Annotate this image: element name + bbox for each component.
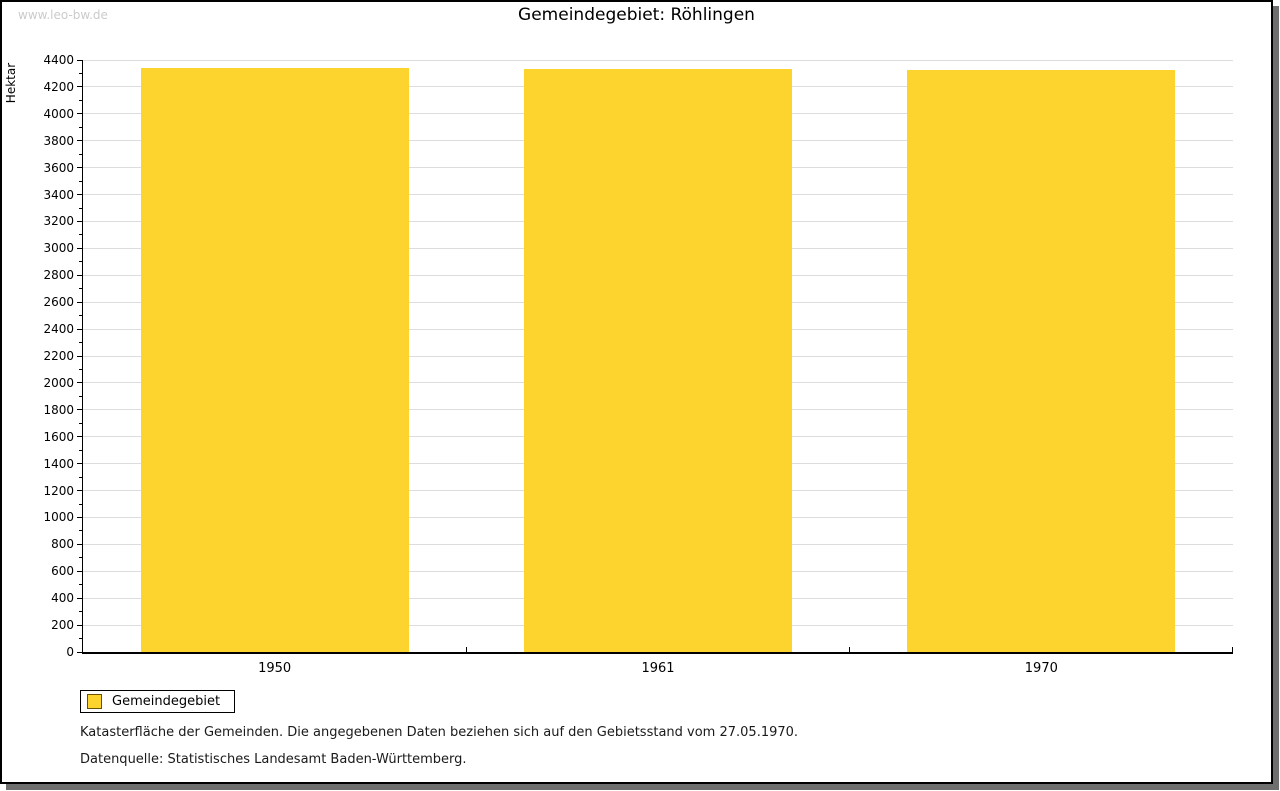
y-major-tick — [77, 194, 82, 196]
y-major-tick — [77, 247, 82, 249]
y-minor-tick — [79, 315, 82, 317]
y-major-tick — [77, 86, 82, 88]
y-tick-label: 2800 — [43, 268, 74, 283]
y-major-tick — [77, 328, 82, 330]
y-tick-label: 3600 — [43, 160, 74, 175]
y-axis-title: Hektar — [4, 62, 18, 104]
y-minor-tick — [79, 503, 82, 505]
y-tick-label: 0 — [66, 645, 74, 659]
y-minor-tick — [79, 261, 82, 263]
legend-swatch-icon — [87, 694, 102, 709]
y-tick-label: 1400 — [43, 456, 74, 471]
y-tick-label: 3000 — [43, 241, 74, 256]
y-tick-label: 1200 — [43, 483, 74, 498]
y-minor-tick — [79, 72, 82, 74]
watermark: www.leo-bw.de — [18, 8, 108, 22]
y-major-tick — [77, 624, 82, 626]
y-tick-label: 3800 — [43, 133, 74, 148]
x-boundary-tick — [465, 647, 467, 652]
y-minor-tick — [79, 288, 82, 290]
y-tick-label: 2400 — [43, 322, 74, 337]
y-major-tick — [77, 570, 82, 572]
y-minor-tick — [79, 207, 82, 209]
y-minor-tick — [79, 234, 82, 236]
y-tick-label: 200 — [51, 618, 74, 633]
y-major-tick — [77, 436, 82, 438]
y-gridline — [83, 59, 1233, 61]
y-major-tick — [77, 113, 82, 115]
y-tick-label: 1600 — [43, 429, 74, 444]
y-tick-label: 4000 — [43, 106, 74, 121]
y-tick-label: 2200 — [43, 349, 74, 363]
y-minor-tick — [79, 557, 82, 559]
y-tick-label: 3200 — [43, 214, 74, 229]
y-major-tick — [77, 463, 82, 465]
y-major-tick — [77, 651, 82, 653]
x-tick-label: 1950 — [258, 661, 292, 676]
x-axis-end-tick — [1232, 647, 1233, 652]
y-major-tick — [77, 167, 82, 169]
y-minor-tick — [79, 99, 82, 101]
y-tick-label: 1800 — [43, 402, 74, 417]
bar — [523, 68, 793, 652]
bar — [907, 69, 1176, 652]
y-tick-label: 800 — [51, 537, 74, 552]
y-minor-tick — [79, 476, 82, 478]
y-minor-tick — [79, 422, 82, 424]
y-minor-tick — [79, 449, 82, 451]
y-major-tick — [77, 59, 82, 61]
y-tick-label: 3400 — [43, 187, 74, 202]
y-minor-tick — [79, 395, 82, 397]
bar — [140, 67, 409, 652]
y-tick-label: 4400 — [43, 53, 74, 67]
y-minor-tick — [79, 126, 82, 128]
y-major-tick — [77, 409, 82, 411]
y-major-tick — [77, 516, 82, 518]
y-minor-tick — [79, 584, 82, 586]
y-minor-tick — [79, 180, 82, 182]
plot-area: 0 200 400 600 800 1000 1200 1400 1600 1800 2000 220… — [43, 53, 1233, 676]
x-tick-label: 1970 — [1024, 661, 1058, 676]
y-tick-label: 2000 — [43, 375, 74, 390]
y-minor-tick — [79, 530, 82, 532]
y-major-tick — [77, 355, 82, 357]
y-minor-tick — [79, 368, 82, 370]
footnote-description: Katasterfläche der Gemeinden. Die angege… — [80, 725, 799, 740]
y-minor-tick — [79, 611, 82, 613]
y-tick-label: 1000 — [43, 510, 74, 525]
y-major-tick — [77, 274, 82, 276]
y-major-tick — [77, 220, 82, 222]
y-tick-label: 2600 — [43, 295, 74, 310]
legend: Gemeindegebiet — [80, 690, 236, 713]
x-tick-label: 1961 — [641, 661, 675, 676]
y-major-tick — [77, 301, 82, 303]
chart-title: Gemeindegebiet: Röhlingen — [518, 5, 755, 25]
y-major-tick — [77, 382, 82, 384]
y-tick-label: 4200 — [43, 79, 74, 94]
y-major-tick — [77, 543, 82, 545]
x-boundary-tick — [849, 647, 851, 652]
y-tick-label: 600 — [51, 564, 74, 579]
y-minor-tick — [79, 342, 82, 344]
y-major-tick — [77, 490, 82, 492]
y-minor-tick — [79, 638, 82, 640]
y-minor-tick — [79, 153, 82, 155]
footnote-datasource: Datenquelle: Statistisches Landesamt Bad… — [80, 752, 467, 767]
y-tick-label: 400 — [51, 591, 74, 606]
y-major-tick — [77, 140, 82, 142]
y-major-tick — [77, 597, 82, 599]
legend-label: Gemeindegebiet — [112, 694, 221, 709]
